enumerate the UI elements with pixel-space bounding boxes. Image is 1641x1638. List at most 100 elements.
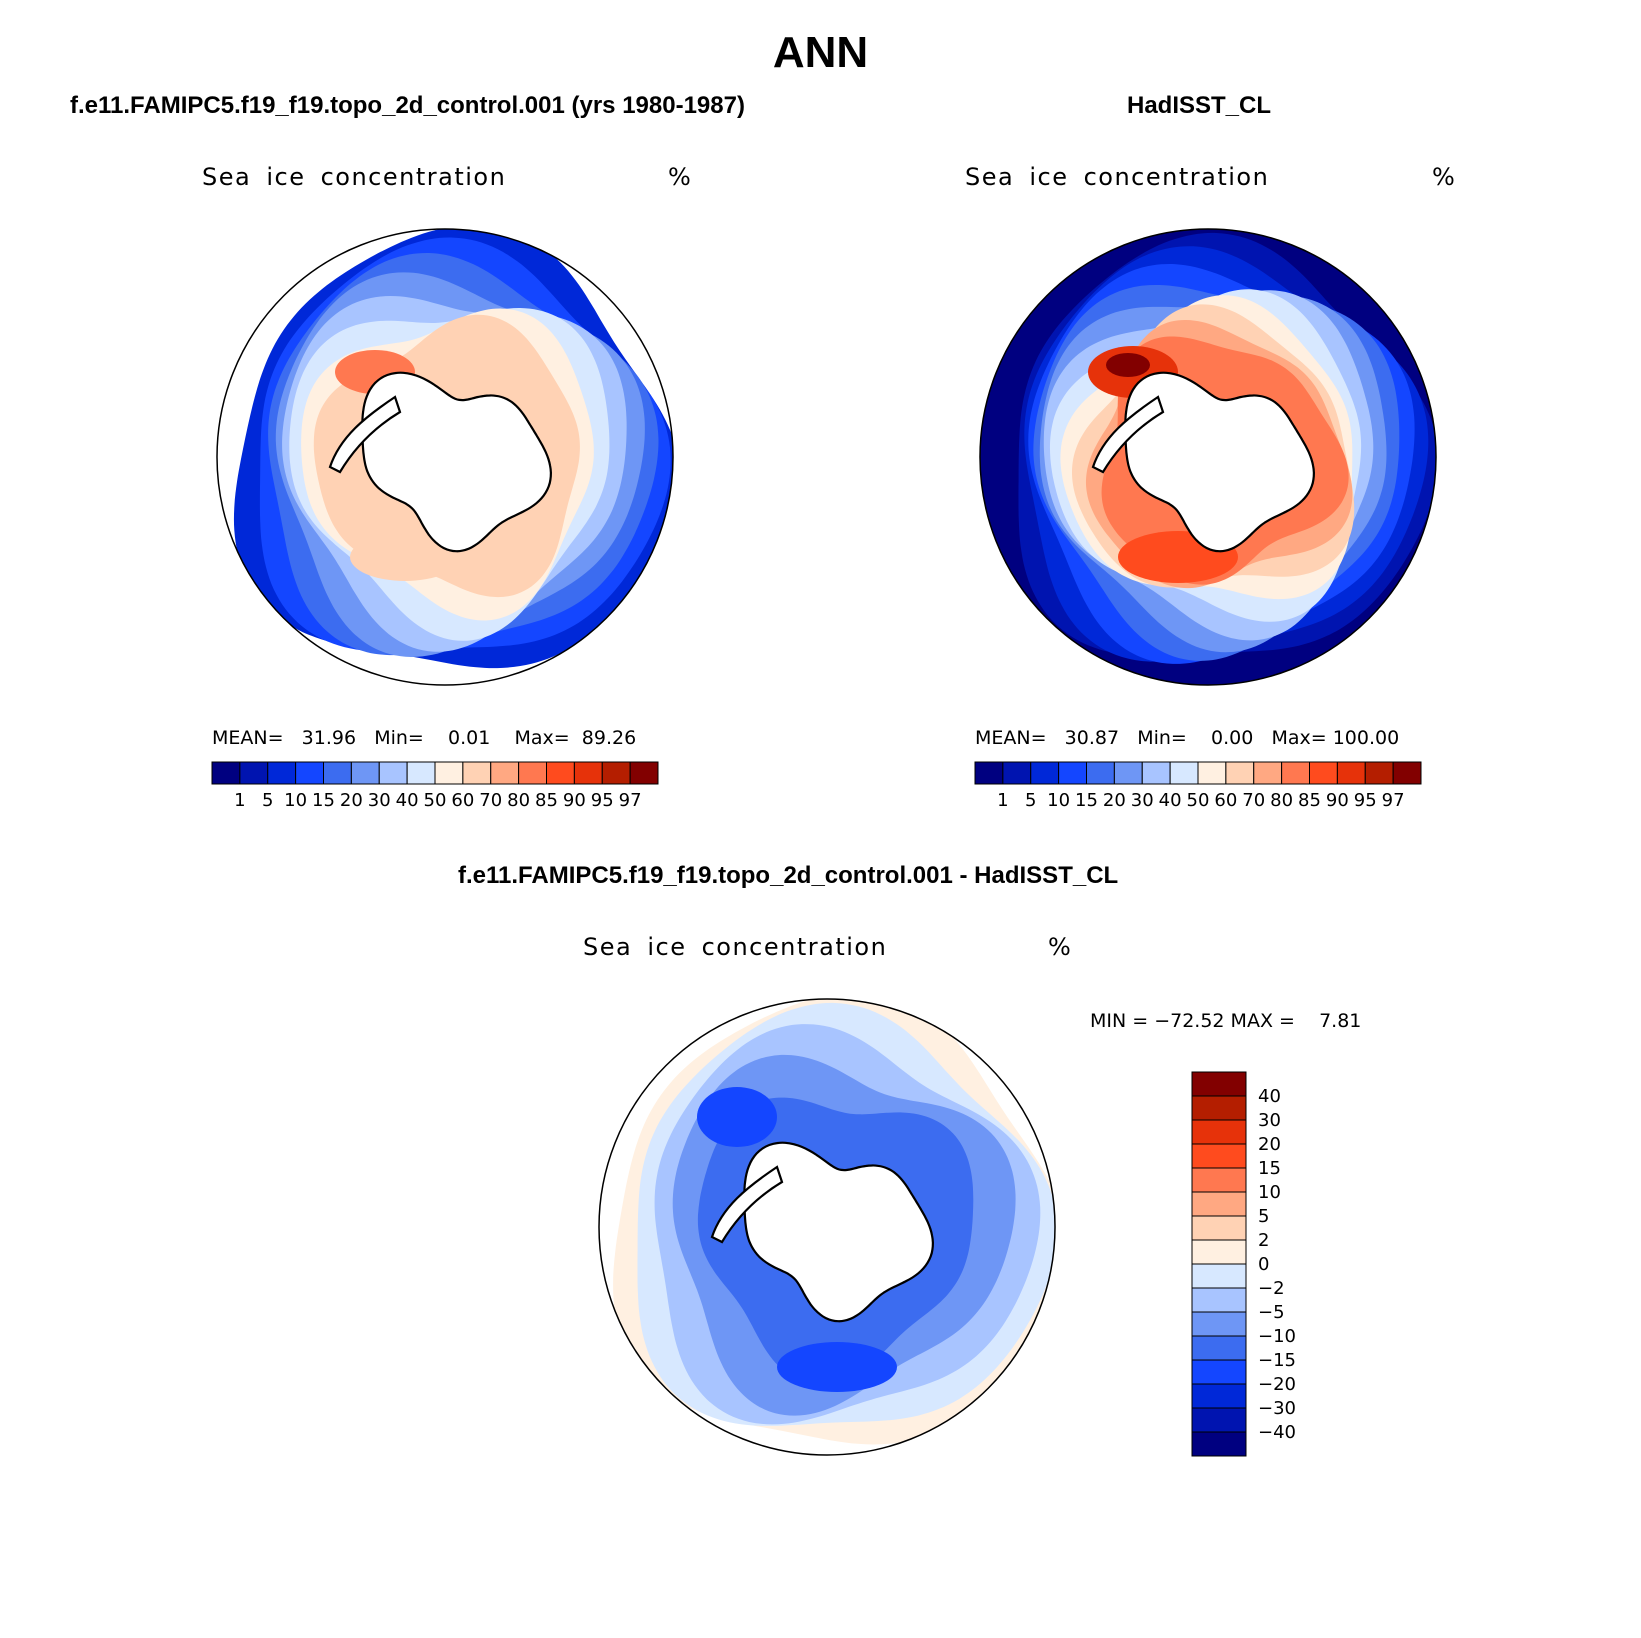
colorbar-swatch xyxy=(601,761,631,785)
colorbar-swatch xyxy=(267,761,297,785)
colorbar-tick-label: 1 xyxy=(234,790,245,811)
colorbar-tick-label: 30 xyxy=(1258,1110,1281,1131)
panel2-min-label: Min= xyxy=(1137,727,1187,749)
panel2-max-value: 100.00 xyxy=(1332,727,1400,749)
panel2-mean-value: 30.87 xyxy=(1064,727,1120,749)
page-title: ANN xyxy=(772,28,869,77)
panel2-case-title: HadISST_CL xyxy=(1127,92,1272,119)
colorbar-swatch xyxy=(1197,761,1227,785)
panel1-mean-value: 31.96 xyxy=(301,727,357,749)
panel3-case-title: f.e11.FAMIPC5.f19_f19.topo_2d_control.00… xyxy=(458,862,1119,889)
colorbar-tick-label: 90 xyxy=(563,790,586,811)
colorbar-tick-label: 95 xyxy=(1354,790,1377,811)
panel3-map xyxy=(598,998,1056,1456)
colorbar-swatch xyxy=(1191,1095,1247,1121)
colorbar-swatch xyxy=(239,761,269,785)
colorbar-swatch xyxy=(573,761,603,785)
colorbar-swatch xyxy=(1141,761,1171,785)
colorbar-tick-label: 1 xyxy=(997,790,1008,811)
ross-sea-min xyxy=(777,1342,897,1392)
colorbar-tick-label: 60 xyxy=(451,790,474,811)
colorbar-swatch xyxy=(1191,1119,1247,1145)
colorbar-tick-label: 10 xyxy=(284,790,307,811)
panel1-mean-label: MEAN= xyxy=(212,727,284,749)
panel2-max-label: Max= xyxy=(1271,727,1327,749)
colorbar-swatch xyxy=(211,761,241,785)
panel2-colorbar: 1 5 10 15 20 30 40 50 60 70 80 85 90 95 97 xyxy=(974,761,1422,811)
colorbar-tick-label: 20 xyxy=(340,790,363,811)
weddell-sea-peak xyxy=(1106,353,1150,377)
colorbar-swatch xyxy=(546,761,575,785)
antarctica-coastline xyxy=(743,1141,935,1323)
colorbar-swatch xyxy=(1002,761,1032,785)
panel1-max-label: Max= xyxy=(514,727,570,749)
colorbar-swatch xyxy=(1191,1335,1247,1361)
colorbar-swatch xyxy=(1113,761,1143,785)
colorbar-tick-label: 15 xyxy=(312,790,335,811)
colorbar-tick-label: 20 xyxy=(1103,790,1126,811)
colorbar-swatch xyxy=(1191,1239,1247,1265)
colorbar-swatch xyxy=(1281,761,1310,785)
panel2-units: % xyxy=(1432,163,1455,191)
colorbar-tick-label: 85 xyxy=(1298,790,1321,811)
colorbar-tick-label: −20 xyxy=(1258,1374,1296,1395)
colorbar-swatch xyxy=(323,761,352,785)
antarctica-coastline xyxy=(1124,371,1316,553)
weddell-sea-min xyxy=(697,1087,777,1147)
colorbar-swatch xyxy=(1191,1359,1247,1385)
panel1-max-value: 89.26 xyxy=(581,727,637,749)
colorbar-tick-label: 90 xyxy=(1326,790,1349,811)
panel1-units: % xyxy=(668,163,691,191)
map-boundary-circle xyxy=(979,228,1437,686)
colorbar-swatch xyxy=(1191,1167,1247,1193)
panel1-stats: MEAN= 31.96 Min= 0.01 Max= 89.26 xyxy=(212,727,636,749)
panel1-map xyxy=(216,228,674,686)
colorbar-tick-label: 50 xyxy=(1187,790,1210,811)
colorbar-tick-label: −15 xyxy=(1258,1350,1296,1371)
panel2-title: Sea ice concentration xyxy=(965,163,1270,191)
colorbar-tick-label: 70 xyxy=(1242,790,1265,811)
panel1-min-label: Min= xyxy=(374,727,424,749)
colorbar-tick-label: 60 xyxy=(1214,790,1237,811)
colorbar-swatch xyxy=(490,761,520,785)
colorbar-tick-label: −2 xyxy=(1258,1278,1285,1299)
colorbar-swatch xyxy=(1191,1287,1247,1313)
colorbar-swatch xyxy=(1058,761,1087,785)
colorbar-swatch xyxy=(1225,761,1255,785)
colorbar-swatch xyxy=(1392,761,1422,785)
colorbar-swatch xyxy=(462,761,492,785)
colorbar-tick-label: −5 xyxy=(1258,1302,1285,1323)
ross-sea-max xyxy=(350,533,460,581)
colorbar-swatch xyxy=(1191,1263,1247,1289)
panel2-mean-label: MEAN= xyxy=(975,727,1047,749)
colorbar-swatch xyxy=(629,761,659,785)
panel2-stats: MEAN= 30.87 Min= 0.00 Max= 100.00 xyxy=(975,727,1399,749)
colorbar-swatch xyxy=(1191,1215,1247,1241)
colorbar-tick-label: 80 xyxy=(507,790,530,811)
colorbar-tick-label: 5 xyxy=(1258,1206,1269,1227)
panel1-colorbar: 1 5 10 15 20 30 40 50 60 70 80 85 90 95 97 xyxy=(211,761,659,811)
antarctic-peninsula xyxy=(328,395,402,474)
colorbar-swatch xyxy=(1191,1431,1247,1457)
colorbar-swatch xyxy=(1364,761,1394,785)
panel1-title: Sea ice concentration xyxy=(202,163,507,191)
colorbar-swatch xyxy=(1191,1071,1247,1097)
colorbar-swatch xyxy=(1030,761,1060,785)
colorbar-swatch xyxy=(1191,1191,1247,1217)
panel1-case-title: f.e11.FAMIPC5.f19_f19.topo_2d_control.00… xyxy=(70,92,745,119)
colorbar-tick-label: 95 xyxy=(591,790,614,811)
colorbar-swatch xyxy=(1191,1383,1247,1409)
colorbar-swatch xyxy=(1336,761,1366,785)
colorbar-tick-label: 20 xyxy=(1258,1134,1281,1155)
colorbar-tick-label: 80 xyxy=(1270,790,1293,811)
colorbar-tick-label: 40 xyxy=(396,790,419,811)
colorbar-tick-label: 30 xyxy=(1131,790,1154,811)
colorbar-swatch xyxy=(1086,761,1115,785)
antarctic-peninsula xyxy=(710,1165,784,1244)
colorbar-swatch xyxy=(1169,761,1199,785)
colorbar-swatch xyxy=(1191,1311,1247,1337)
panel2-map xyxy=(979,228,1437,686)
colorbar-swatch xyxy=(350,761,380,785)
panel1-min-value: 0.01 xyxy=(448,727,491,749)
colorbar-tick-label: −30 xyxy=(1258,1398,1296,1419)
